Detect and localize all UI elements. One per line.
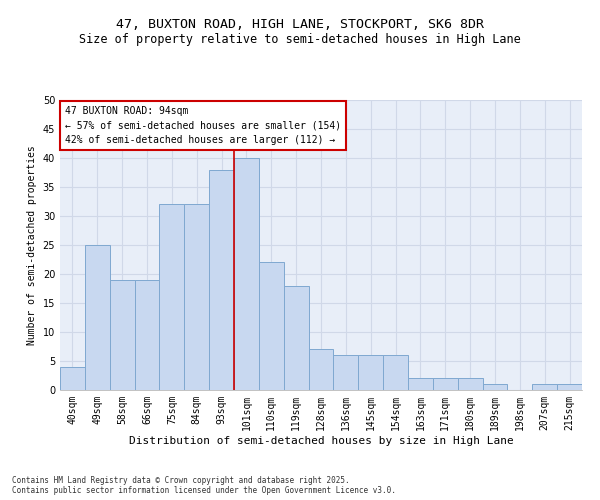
Bar	[433, 378, 458, 390]
Bar	[458, 378, 482, 390]
Text: Size of property relative to semi-detached houses in High Lane: Size of property relative to semi-detach…	[79, 32, 521, 46]
Bar	[383, 355, 408, 390]
Text: Contains HM Land Registry data © Crown copyright and database right 2025.
Contai: Contains HM Land Registry data © Crown c…	[12, 476, 396, 495]
Bar	[557, 384, 582, 390]
Bar	[209, 170, 234, 390]
Bar	[259, 262, 284, 390]
Bar	[160, 204, 184, 390]
Bar	[85, 245, 110, 390]
Bar	[184, 204, 209, 390]
Bar	[408, 378, 433, 390]
Bar	[308, 350, 334, 390]
Bar	[110, 280, 134, 390]
Bar	[482, 384, 508, 390]
Bar	[284, 286, 308, 390]
Bar	[334, 355, 358, 390]
Text: 47, BUXTON ROAD, HIGH LANE, STOCKPORT, SK6 8DR: 47, BUXTON ROAD, HIGH LANE, STOCKPORT, S…	[116, 18, 484, 30]
X-axis label: Distribution of semi-detached houses by size in High Lane: Distribution of semi-detached houses by …	[128, 436, 514, 446]
Bar	[60, 367, 85, 390]
Bar	[234, 158, 259, 390]
Bar	[532, 384, 557, 390]
Bar	[358, 355, 383, 390]
Text: 47 BUXTON ROAD: 94sqm
← 57% of semi-detached houses are smaller (154)
42% of sem: 47 BUXTON ROAD: 94sqm ← 57% of semi-deta…	[65, 106, 341, 146]
Y-axis label: Number of semi-detached properties: Number of semi-detached properties	[27, 145, 37, 345]
Bar	[134, 280, 160, 390]
